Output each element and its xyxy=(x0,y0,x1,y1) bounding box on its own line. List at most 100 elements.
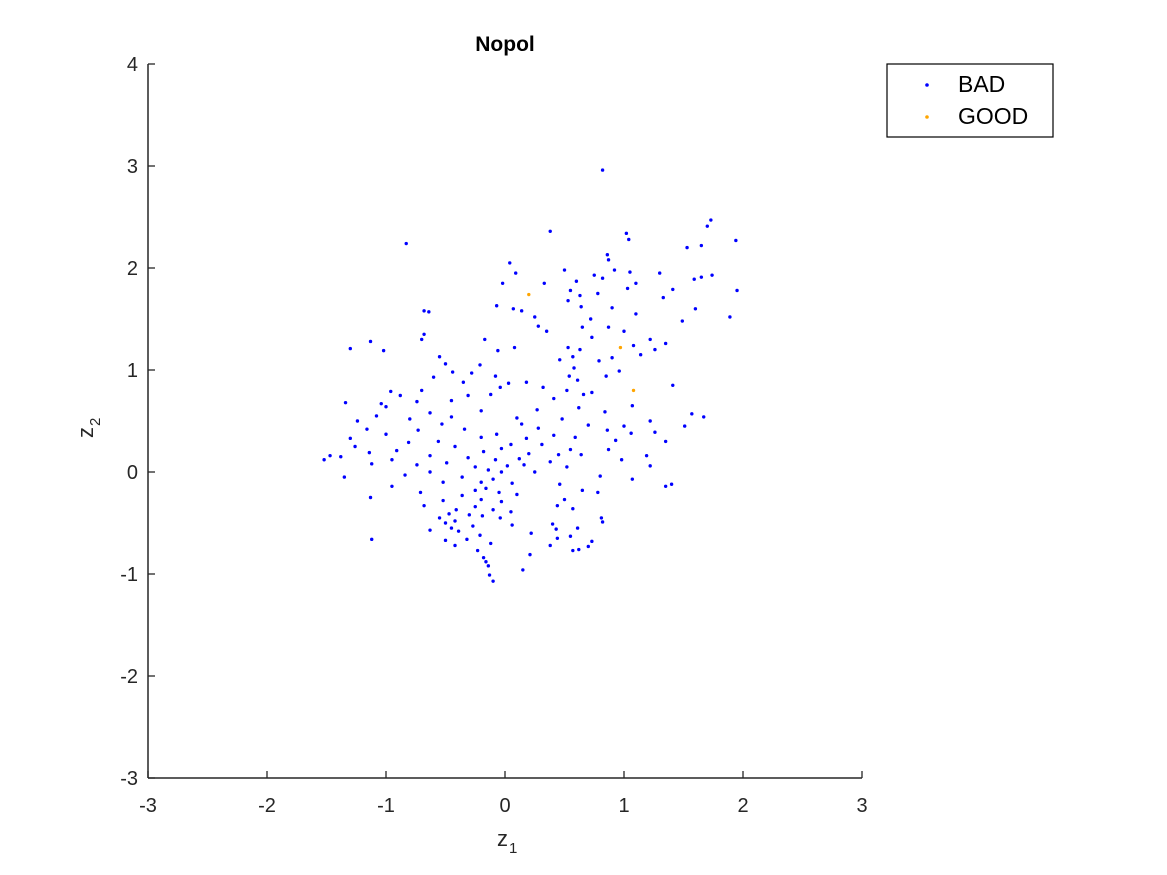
point-bad xyxy=(567,374,571,378)
y-tick-label: 2 xyxy=(127,258,138,280)
point-bad xyxy=(578,347,582,352)
point-bad xyxy=(560,417,564,421)
point-bad xyxy=(469,371,474,375)
point-bad xyxy=(692,277,696,281)
point-bad xyxy=(605,253,610,257)
point-bad xyxy=(491,477,495,481)
point-bad xyxy=(575,378,580,382)
point-bad xyxy=(544,329,549,333)
point-bad xyxy=(408,417,412,421)
point-bad xyxy=(521,568,525,572)
point-bad xyxy=(384,405,388,409)
point-bad xyxy=(355,419,360,423)
point-bad xyxy=(512,345,517,350)
point-bad xyxy=(436,439,441,444)
point-bad xyxy=(728,315,732,319)
point-bad xyxy=(515,492,519,497)
point-bad xyxy=(428,453,432,458)
point-bad xyxy=(586,423,590,427)
point-bad xyxy=(580,325,585,329)
y-axis-label: z2 xyxy=(73,418,104,438)
point-bad xyxy=(566,345,570,350)
point-bad xyxy=(624,231,629,236)
point-bad xyxy=(486,468,491,472)
point-bad xyxy=(572,366,576,370)
point-bad xyxy=(610,356,614,360)
point-bad xyxy=(617,369,621,373)
point-bad xyxy=(568,288,573,293)
x-tick-label: -2 xyxy=(258,795,276,817)
point-bad xyxy=(348,346,352,351)
point-bad xyxy=(628,270,632,274)
x-tick-label: -3 xyxy=(139,795,157,817)
point-bad xyxy=(550,522,555,526)
point-bad xyxy=(509,442,513,447)
point-good xyxy=(618,345,623,350)
point-bad xyxy=(499,470,504,474)
point-bad xyxy=(519,309,524,313)
point-bad xyxy=(443,538,448,543)
point-bad xyxy=(443,521,448,525)
point-bad xyxy=(487,573,492,577)
point-bad xyxy=(548,229,552,233)
point-bad xyxy=(603,410,607,414)
x-axis-label-main: z xyxy=(497,826,508,851)
point-bad xyxy=(348,436,352,441)
point-bad xyxy=(597,359,601,363)
point-bad xyxy=(511,307,516,311)
x-ticks: -3 -2 -1 0 1 2 3 xyxy=(139,771,868,817)
point-bad xyxy=(605,428,610,432)
x-axis-label: z1 xyxy=(497,826,517,857)
point-bad xyxy=(663,341,668,346)
point-bad xyxy=(604,374,608,378)
point-bad xyxy=(592,273,596,277)
point-bad xyxy=(685,245,689,250)
point-bad xyxy=(578,293,582,298)
point-bad xyxy=(556,452,561,457)
point-bad xyxy=(510,523,514,527)
point-bad xyxy=(558,358,562,362)
point-bad xyxy=(328,453,332,458)
point-bad xyxy=(517,457,521,461)
point-bad xyxy=(428,411,432,415)
point-bad xyxy=(562,268,567,272)
y-tick-label: -1 xyxy=(120,564,138,586)
point-bad xyxy=(420,337,424,342)
point-bad xyxy=(465,537,469,542)
point-bad xyxy=(471,524,475,528)
point-bad xyxy=(489,541,493,546)
point-bad xyxy=(671,383,675,387)
point-good xyxy=(527,292,531,297)
point-bad xyxy=(486,564,491,568)
point-bad xyxy=(368,339,373,344)
point-bad xyxy=(536,324,541,328)
point-bad xyxy=(481,555,486,560)
point-bad xyxy=(339,455,343,459)
point-bad xyxy=(630,404,635,408)
point-bad xyxy=(453,543,457,548)
point-bad xyxy=(588,317,593,321)
point-bad xyxy=(475,548,480,553)
point-bad xyxy=(440,422,444,426)
point-bad xyxy=(479,497,483,502)
axes xyxy=(147,64,862,779)
point-bad xyxy=(489,392,493,397)
point-bad xyxy=(443,362,448,366)
point-bad xyxy=(368,495,373,500)
point-bad xyxy=(566,298,570,303)
legend-box xyxy=(886,63,1054,138)
point-bad xyxy=(682,424,687,428)
point-bad xyxy=(735,288,739,293)
point-bad xyxy=(710,273,714,277)
point-bad xyxy=(460,493,464,498)
chart-title: Nopol xyxy=(475,33,534,56)
point-bad xyxy=(590,335,594,340)
point-bad xyxy=(390,484,394,488)
point-bad xyxy=(631,343,636,348)
point-bad xyxy=(422,503,426,508)
point-bad xyxy=(600,168,605,172)
x-tick-label: 2 xyxy=(737,795,748,817)
point-bad xyxy=(625,286,630,291)
point-bad xyxy=(610,306,614,310)
point-bad xyxy=(406,440,411,445)
